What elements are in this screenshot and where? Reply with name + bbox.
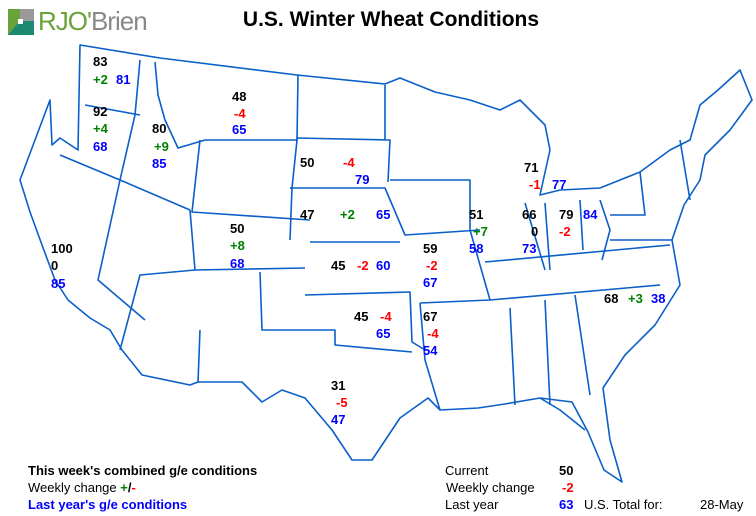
region-last-year-value: 84 bbox=[583, 207, 598, 222]
region-last-year-value: 38 bbox=[651, 291, 666, 306]
region-change-value: +2 bbox=[93, 72, 108, 87]
total-date: 28-May bbox=[700, 497, 744, 512]
region-current-value: 71 bbox=[524, 160, 539, 175]
region-last-year-value: 79 bbox=[355, 172, 370, 187]
page-title: U.S. Winter Wheat Conditions bbox=[242, 8, 540, 31]
region-current-value: 92 bbox=[93, 104, 108, 119]
legend-last-year: Last year's g/e conditions bbox=[28, 497, 188, 512]
us-outline bbox=[19, 44, 753, 483]
region-change-value: 0 bbox=[531, 224, 539, 239]
region-current-value: 83 bbox=[93, 54, 108, 69]
region-current-value: 68 bbox=[604, 291, 619, 306]
region-current-value: 66 bbox=[522, 207, 537, 222]
logo-text-brien: Brien bbox=[90, 6, 148, 36]
region-last-year-value: 58 bbox=[469, 241, 484, 256]
region-current-value: 51 bbox=[469, 207, 484, 222]
region-last-year-value: 54 bbox=[423, 343, 438, 358]
legend-minus: - bbox=[131, 480, 136, 495]
region-current-value: 31 bbox=[331, 378, 346, 393]
logo-mark-icon bbox=[8, 8, 34, 35]
rjobrien-logo: RJO'Brien bbox=[8, 6, 148, 37]
region-current-value: 79 bbox=[559, 207, 574, 222]
region-change-value: -4 bbox=[234, 106, 246, 121]
legend-slash: / bbox=[127, 480, 132, 495]
region-last-year-value: 85 bbox=[51, 276, 66, 291]
legend-change-label: Weekly change bbox=[28, 480, 121, 495]
region-last-year-value: 47 bbox=[331, 412, 346, 427]
region-last-year-value: 60 bbox=[376, 258, 391, 273]
state-lines bbox=[59, 59, 691, 411]
total-change-label: Weekly change bbox=[446, 480, 535, 495]
region-last-year-value: 68 bbox=[93, 139, 108, 154]
region-change-value: -4 bbox=[427, 326, 439, 341]
region-current-value: 50 bbox=[230, 221, 245, 236]
region-current-value: 45 bbox=[354, 309, 369, 324]
region-current-value: 50 bbox=[300, 155, 315, 170]
region-change-value: +4 bbox=[93, 121, 108, 136]
region-current-value: 59 bbox=[423, 241, 438, 256]
region-last-year-value: 67 bbox=[423, 275, 438, 290]
logo-text-rjo: RJO' bbox=[38, 6, 92, 36]
region-current-value: 67 bbox=[423, 309, 438, 324]
region-change-value: -5 bbox=[336, 395, 348, 410]
region-last-year-value: 65 bbox=[232, 122, 247, 137]
region-change-value: 0 bbox=[51, 258, 59, 273]
total-last-year-value: 63 bbox=[559, 497, 574, 512]
region-last-year-value: 73 bbox=[522, 241, 537, 256]
region-last-year-value: 68 bbox=[230, 256, 245, 271]
legend-change: Weekly change +/- bbox=[28, 479, 136, 496]
region-current-value: 48 bbox=[232, 89, 247, 104]
florida bbox=[539, 397, 586, 431]
legend-plus: + bbox=[120, 480, 128, 495]
region-change-value: +3 bbox=[628, 291, 643, 306]
region-current-value: 100 bbox=[51, 241, 73, 256]
region-change-value: -2 bbox=[357, 258, 369, 273]
region-last-year-value: 85 bbox=[152, 156, 167, 171]
region-change-value: +7 bbox=[473, 224, 488, 239]
region-current-value: 45 bbox=[331, 258, 346, 273]
region-current-value: 80 bbox=[152, 121, 167, 136]
region-last-year-value: 81 bbox=[116, 72, 131, 87]
region-change-value: -2 bbox=[559, 224, 571, 239]
region-change-value: +8 bbox=[230, 238, 245, 253]
total-for-label: U.S. Total for: bbox=[584, 497, 663, 512]
region-change-value: +2 bbox=[340, 207, 355, 222]
region-change-value: -2 bbox=[426, 258, 438, 273]
total-last-year-label: Last year bbox=[445, 497, 499, 512]
total-current-label: Current bbox=[445, 463, 489, 478]
region-change-value: -1 bbox=[529, 177, 541, 192]
region-last-year-value: 77 bbox=[552, 177, 567, 192]
total-change-value: -2 bbox=[562, 480, 574, 495]
region-change-value: -4 bbox=[380, 309, 392, 324]
region-current-value: 47 bbox=[300, 207, 315, 222]
region-change-value: -4 bbox=[343, 155, 355, 170]
region-last-year-value: 65 bbox=[376, 207, 391, 222]
region-change-value: +9 bbox=[154, 139, 169, 154]
region-last-year-value: 65 bbox=[376, 326, 391, 341]
total-current-value: 50 bbox=[559, 463, 574, 478]
legend-current: This week's combined g/e conditions bbox=[28, 463, 258, 478]
